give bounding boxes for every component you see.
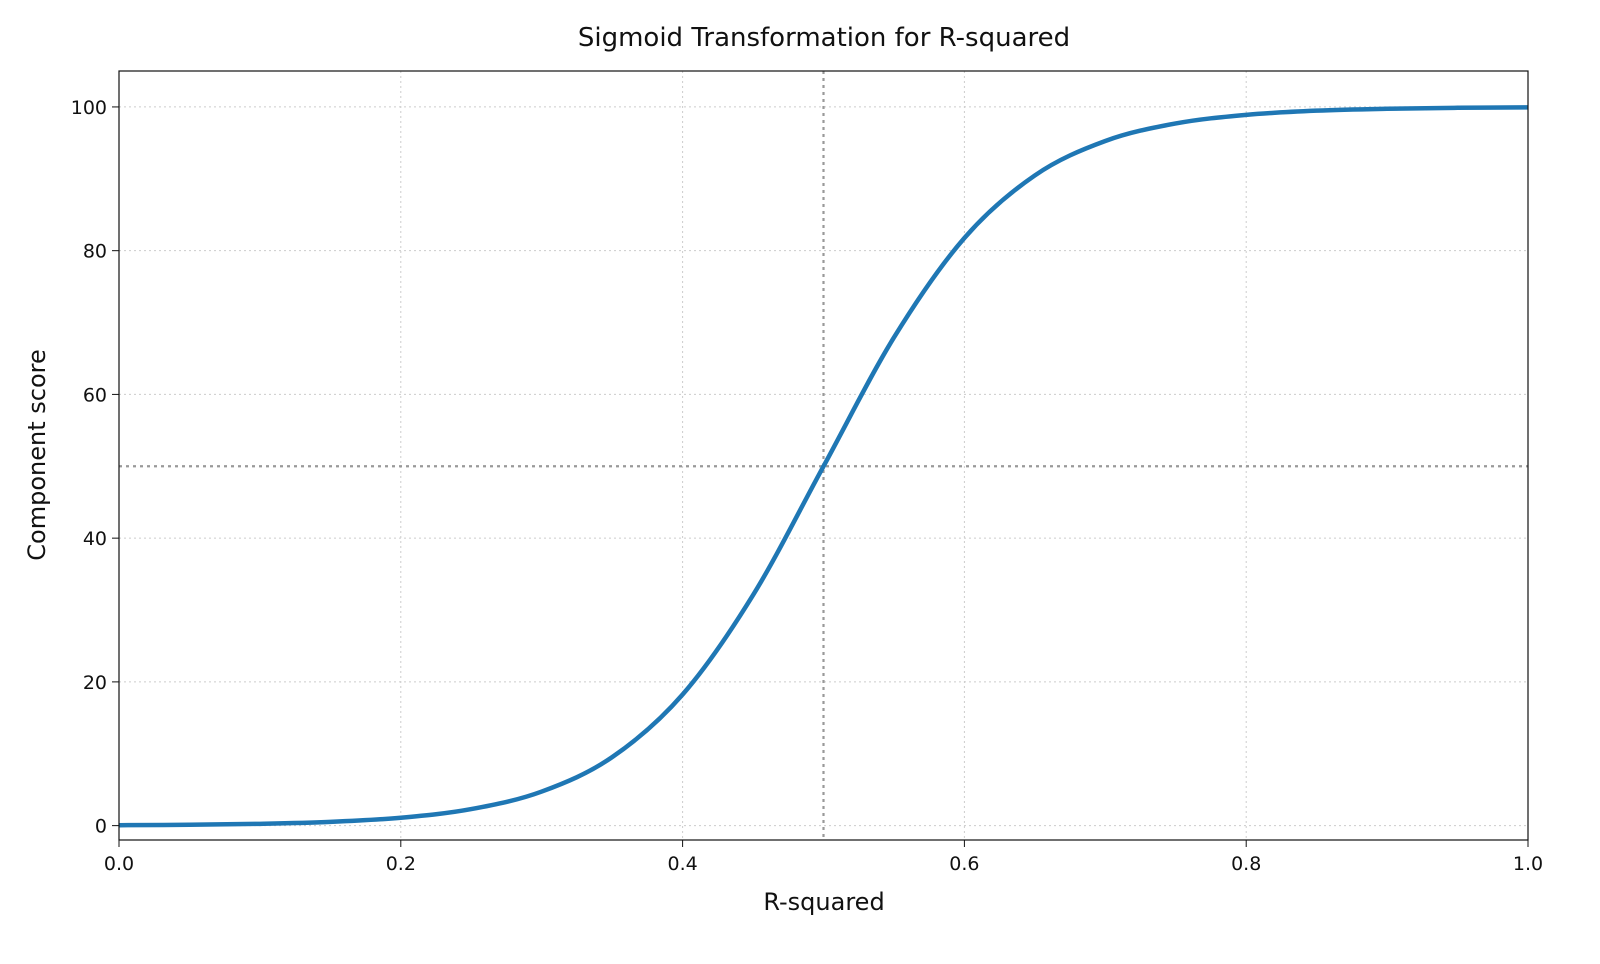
y-tick-label: 100	[71, 97, 107, 119]
y-tick-label: 40	[83, 528, 107, 550]
x-tick-label: 1.0	[1513, 853, 1543, 875]
x-tick-label: 0.8	[1231, 853, 1261, 875]
x-ticks: 0.0 0.2 0.4 0.6 0.8 1.0	[104, 840, 1543, 875]
y-axis-label: Component score	[23, 349, 51, 560]
chart-title: Sigmoid Transformation for R-squared	[578, 23, 1070, 53]
plot-frame	[118, 70, 1529, 841]
y-tick-label: 80	[83, 241, 107, 263]
x-tick-label: 0.0	[104, 853, 134, 875]
y-tick-label: 20	[83, 672, 107, 694]
x-tick-label: 0.6	[949, 853, 979, 875]
sigmoid-curve	[118, 105, 1529, 828]
x-axis-label: R-squared	[763, 888, 884, 916]
series-lines	[118, 105, 1529, 828]
y-tick-label: 60	[83, 384, 107, 406]
x-tick-label: 0.4	[667, 853, 697, 875]
reference-lines	[119, 71, 1528, 840]
y-ticks: 0 20 40 60 80 100	[71, 97, 119, 838]
x-tick-label: 0.2	[386, 853, 416, 875]
y-tick-label: 0	[95, 816, 107, 838]
